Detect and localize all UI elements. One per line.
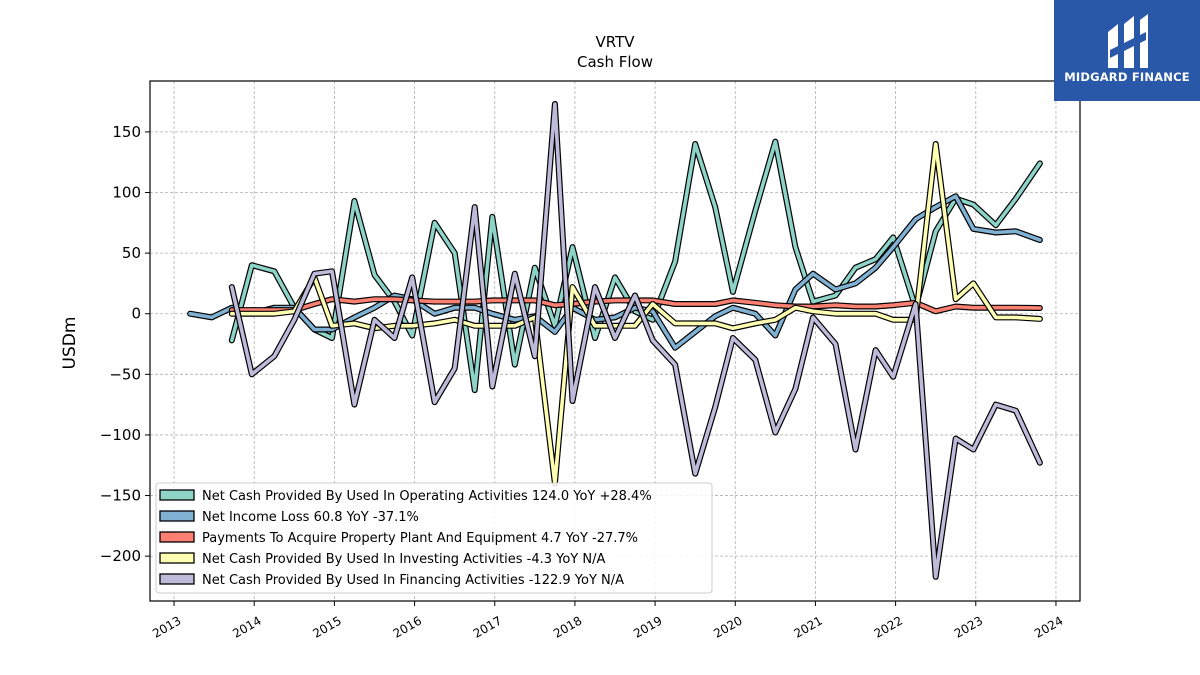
- legend-entry: Net Cash Provided By Used In Investing A…: [202, 552, 605, 567]
- series-lines: [187, 101, 1043, 580]
- y-tick-label: 50: [122, 244, 141, 262]
- x-tick-label: 2022: [872, 613, 905, 640]
- brand-name: MIDGARD FINANCE: [1064, 70, 1190, 84]
- x-tick-label: 2023: [952, 613, 985, 640]
- y-tick-label: −200: [100, 547, 141, 565]
- legend-swatch: [159, 489, 195, 501]
- x-tick-label: 2018: [551, 613, 584, 640]
- brand-mark-icon: [1108, 14, 1148, 68]
- series-1: [228, 138, 1043, 394]
- series-line: [230, 102, 1042, 579]
- y-tick-label: 150: [112, 123, 141, 141]
- x-tick-label: 2014: [230, 613, 263, 640]
- legend-box: [155, 482, 713, 594]
- y-tick-label: 100: [112, 184, 141, 202]
- legend-entry: Net Income Loss 60.8 YoY -37.1%: [202, 510, 419, 525]
- y-tick-label: −150: [100, 487, 141, 505]
- brand-logo: MIDGARD FINANCE: [1054, 0, 1200, 101]
- legend-entry: Net Cash Provided By Used In Operating A…: [202, 489, 652, 504]
- plot-frame: [149, 80, 1081, 602]
- legend-swatch: [159, 531, 195, 543]
- x-tick-label: 2024: [1032, 613, 1065, 640]
- legend-swatch: [159, 552, 195, 564]
- y-tick-label: 0: [131, 305, 141, 323]
- x-tick-label: 2013: [150, 613, 183, 640]
- series-5: [228, 101, 1043, 580]
- legend-entry: Net Cash Provided By Used In Financing A…: [202, 573, 624, 588]
- series-2: [187, 193, 1043, 351]
- legend-swatch: [159, 573, 195, 585]
- x-tick-label: 2016: [391, 613, 424, 640]
- series-line: [188, 194, 1042, 350]
- x-tick-label: 2020: [711, 613, 744, 640]
- series-line: [230, 142, 1042, 486]
- x-tick-label: 2015: [310, 613, 343, 640]
- y-axis-label: USDm: [60, 317, 80, 370]
- x-tick-label: 2021: [791, 613, 824, 640]
- chart-subtitle: Cash Flow: [577, 53, 653, 71]
- series-line: [230, 139, 1042, 392]
- x-tick-label: 2019: [631, 613, 664, 640]
- x-tick-label: 2017: [471, 613, 504, 640]
- legend-swatch: [159, 510, 195, 522]
- series-4: [228, 141, 1043, 487]
- y-tick-label: −50: [109, 365, 141, 383]
- chart-title: VRTV: [595, 33, 635, 51]
- legend: Net Cash Provided By Used In Operating A…: [155, 482, 713, 594]
- legend-entry: Payments To Acquire Property Plant And E…: [202, 531, 638, 546]
- y-tick-label: −100: [100, 426, 141, 444]
